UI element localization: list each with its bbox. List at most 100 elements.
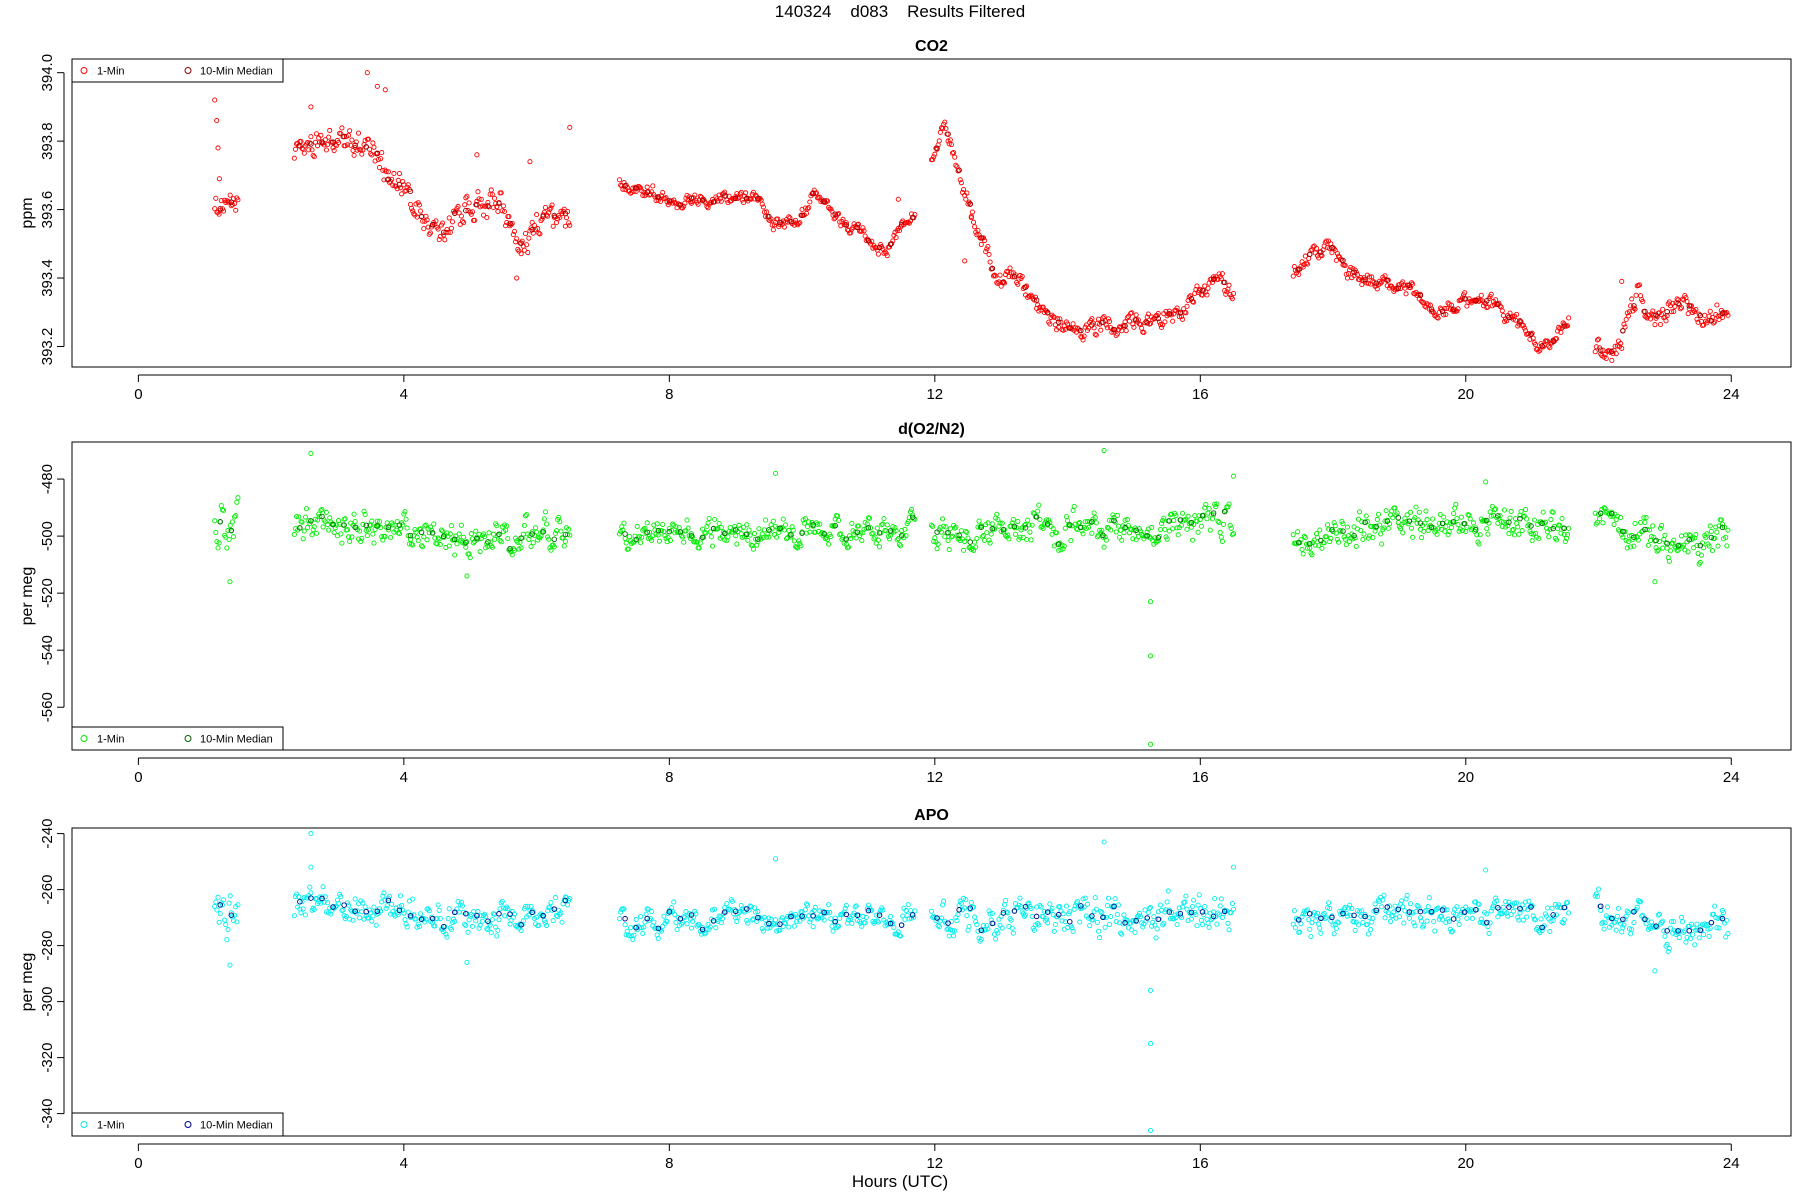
point-1min	[1207, 527, 1213, 533]
point-1min	[671, 899, 677, 905]
point-1min	[224, 937, 230, 943]
point-1min	[1532, 342, 1539, 348]
point-1min	[506, 213, 512, 220]
point-1min	[359, 909, 365, 915]
plot-frame	[71, 58, 1792, 368]
point-10min-median	[688, 195, 695, 201]
point-1min	[1510, 908, 1516, 914]
point-1min	[446, 215, 452, 221]
point-1min	[431, 521, 437, 527]
point-1min	[1553, 336, 1560, 342]
point-1min	[940, 516, 946, 522]
point-1min	[760, 204, 766, 210]
point-1min	[492, 536, 498, 542]
point-1min	[1031, 297, 1037, 303]
point-1min	[692, 908, 698, 914]
point-1min	[1092, 331, 1098, 337]
point-10min-median	[1450, 306, 1457, 313]
point-10min-median	[1188, 519, 1195, 526]
point-1min	[1184, 526, 1190, 532]
point-1min	[305, 139, 311, 146]
point-10min-median	[1044, 309, 1051, 316]
legend-label: 10-Min Median	[200, 66, 273, 78]
point-1min	[1315, 535, 1321, 541]
point-1min	[1421, 300, 1427, 306]
point-1min	[1353, 543, 1359, 549]
point-1min	[530, 540, 536, 546]
point-1min	[1361, 531, 1367, 537]
point-10min-median	[644, 189, 650, 196]
x-tick-label: 16	[1192, 769, 1209, 786]
point-10min-median	[1295, 266, 1302, 272]
point-1min	[1166, 528, 1172, 534]
point-1min	[213, 529, 219, 536]
point-10min-median	[319, 513, 325, 520]
point-1min	[511, 228, 518, 234]
point-1min	[378, 524, 384, 530]
point-1min	[552, 895, 558, 901]
point-1min	[1566, 910, 1572, 916]
x-tick-label: 16	[1192, 386, 1209, 403]
point-10min-median	[832, 522, 839, 529]
point-1min	[459, 218, 466, 224]
point-1min	[772, 917, 779, 923]
point-1min	[1104, 325, 1110, 331]
point-1min	[836, 517, 842, 523]
point-1min	[747, 532, 753, 538]
point-1min	[490, 531, 497, 537]
point-1min	[469, 209, 475, 215]
point-1min	[464, 959, 470, 965]
point-1min	[660, 521, 666, 528]
point-1min	[972, 224, 978, 230]
point-1min	[1319, 545, 1325, 551]
point-1min	[869, 238, 875, 244]
point-1min	[532, 525, 539, 531]
point-1min	[326, 527, 332, 533]
point-1min	[1070, 321, 1076, 327]
point-1min	[703, 530, 709, 536]
point-1min	[1342, 536, 1348, 542]
point-10min-median	[1067, 522, 1073, 528]
point-1min	[475, 189, 481, 195]
point-1min	[958, 180, 964, 186]
point-10min-median	[633, 536, 639, 543]
point-1min	[358, 538, 364, 545]
point-1min	[774, 534, 780, 540]
point-1min	[785, 219, 791, 225]
point-1min	[1426, 895, 1432, 901]
point-1min	[1212, 895, 1218, 902]
point-1min	[1017, 534, 1023, 540]
point-1min	[1097, 527, 1103, 533]
point-1min	[317, 513, 323, 520]
point-1min	[1212, 501, 1218, 507]
point-1min	[1696, 935, 1702, 941]
point-1min	[1174, 922, 1180, 928]
point-1min	[1229, 296, 1235, 302]
point-1min	[1295, 267, 1301, 273]
point-1min	[458, 522, 464, 528]
point-1min	[544, 521, 550, 527]
point-1min	[709, 543, 716, 549]
point-1min	[291, 913, 297, 919]
point-1min	[663, 535, 669, 541]
point-1min	[309, 532, 315, 538]
y-tick-label: -280	[39, 931, 56, 961]
point-1min	[464, 539, 470, 545]
point-1min	[1491, 302, 1498, 308]
point-1min	[617, 177, 623, 183]
point-1min	[993, 936, 999, 942]
point-1min	[1028, 537, 1034, 543]
point-10min-median	[1210, 276, 1217, 283]
point-1min	[1003, 532, 1009, 539]
point-1min	[537, 231, 543, 237]
point-1min	[327, 515, 333, 521]
point-1min	[550, 223, 556, 229]
point-1min	[235, 495, 241, 501]
point-1min	[534, 212, 540, 218]
point-1min	[651, 522, 657, 528]
point-10min-median	[1067, 325, 1073, 331]
point-1min	[561, 543, 567, 549]
point-10min-median	[909, 214, 916, 221]
x-tick-label: 20	[1457, 386, 1474, 403]
plot-title: APO	[914, 807, 949, 824]
